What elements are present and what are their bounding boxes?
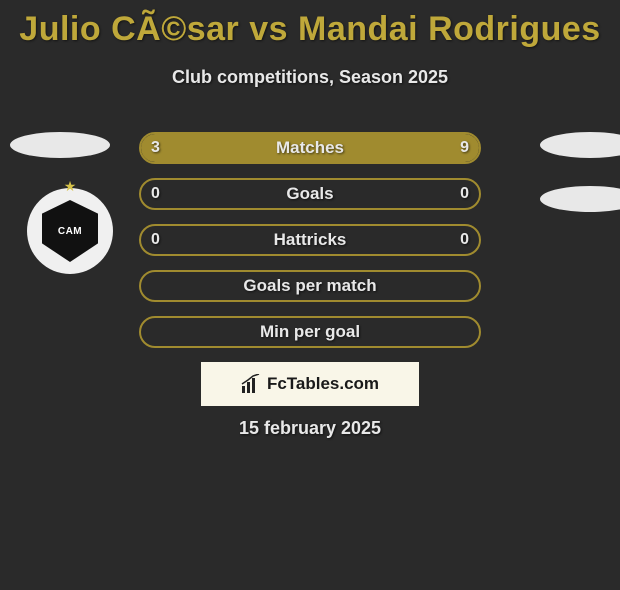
stat-bar: Min per goal (139, 316, 481, 348)
brand-box[interactable]: FcTables.com (201, 362, 419, 406)
team-right-placeholder-2 (540, 186, 620, 212)
stat-bar: Goals per match (139, 270, 481, 302)
badge-shield-icon: CAM (42, 200, 98, 262)
badge-text: CAM (58, 226, 82, 237)
stat-value-left: 0 (151, 185, 160, 203)
stat-value-right: 9 (460, 139, 469, 157)
bar-fill-right (226, 134, 480, 162)
stat-value-right: 0 (460, 185, 469, 203)
stat-label: Min per goal (260, 322, 360, 342)
star-icon: ★ (64, 178, 77, 195)
brand-text: FcTables.com (267, 374, 379, 394)
stat-label: Matches (276, 138, 344, 158)
stat-value-right: 0 (460, 231, 469, 249)
stat-label: Goals per match (243, 276, 376, 296)
team-right-placeholder-1 (540, 132, 620, 158)
chart-icon (241, 374, 261, 394)
team-left-placeholder-1 (10, 132, 110, 158)
stat-bar: 0 0 Goals (139, 178, 481, 210)
subtitle: Club competitions, Season 2025 (0, 67, 620, 88)
stat-bar: 3 9 Matches (139, 132, 481, 164)
date-text: 15 february 2025 (0, 418, 620, 439)
stat-value-left: 3 (151, 139, 160, 157)
stats-bars: 3 9 Matches 0 0 Goals 0 0 Hattricks Goals per mat… (139, 132, 481, 362)
page-title: Julio CÃ©sar vs Mandai Rodrigues (0, 10, 620, 49)
team-left-badge: ★ CAM (27, 188, 113, 274)
stat-label: Hattricks (274, 230, 347, 250)
stat-label: Goals (286, 184, 333, 204)
stat-bar: 0 0 Hattricks (139, 224, 481, 256)
stat-value-left: 0 (151, 231, 160, 249)
